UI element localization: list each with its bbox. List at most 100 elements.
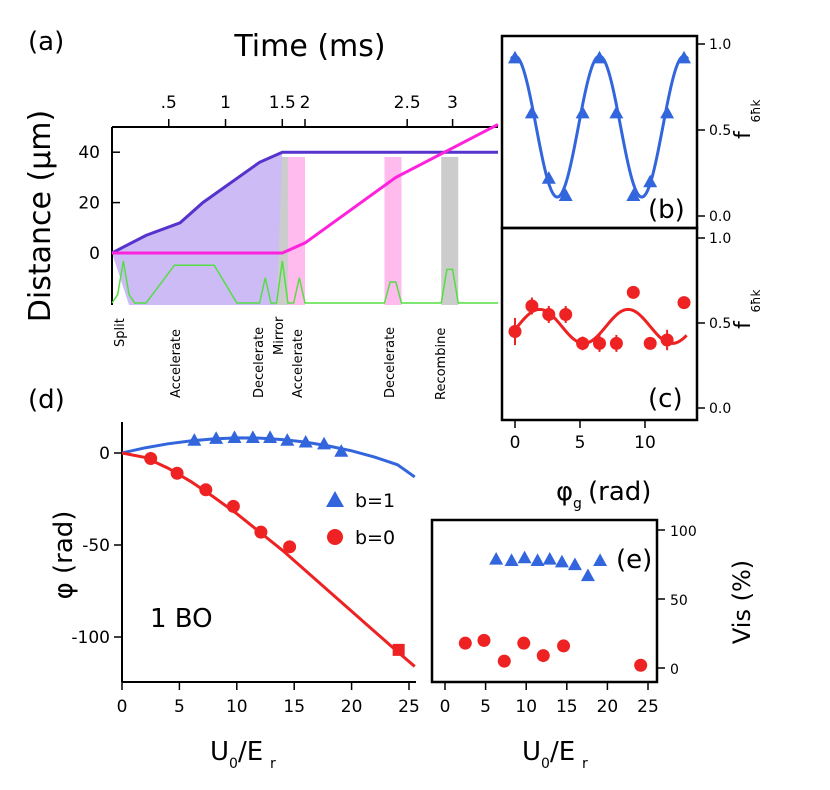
d-y-tick-label-0: 0 [99,444,110,464]
c-point-4 [576,336,590,350]
e-y-tick-label-2: 100 [670,524,697,540]
b-point-5 [592,50,607,64]
c-point-9 [660,333,674,347]
b-point-8 [643,174,658,188]
panel-d-data-points [144,430,405,656]
b-point-2 [541,171,556,184]
phase-label-decelerate: Decelerate [252,327,267,398]
panel-d-b0-fit [121,451,416,668]
b-y-tick-label-0: 0.0 [709,209,731,225]
e-y-tick-label-1: 50 [670,593,688,609]
e-u0er-subr: r [582,756,588,772]
b-point-10 [677,50,691,64]
phase-label-mirror: Mirror [272,316,287,355]
time-tick-label-1: 1 [220,93,231,113]
e-b1-point-1 [504,553,519,566]
panel-b-data-points [508,50,691,201]
e-b0-point-4 [536,649,550,663]
panel-c: 0.0 0.5 1.0 0 5 10 (c) f 6ħk φ g (rad) [500,226,763,512]
accelerate-shaded-area [112,152,283,305]
c-point-5 [593,336,606,350]
c-point-0 [508,325,522,338]
panel-b-fit-curve [509,54,690,199]
panel-b: 0.0 0.5 1.0 (b) f 6ħk [500,34,763,230]
panel-e-x-ticks: 0 5 10 15 20 25 [440,682,659,717]
phase-label-split: Split [113,318,128,347]
panel-b-y-title: f 6ħk [731,99,763,138]
c-y-tick-label-0: 0.0 [709,401,731,417]
b-point-7 [626,188,641,201]
time-tick-label-5: 3 [447,93,458,113]
d-b0-point-3 [226,499,240,513]
distance-axis-ticks: 0 20 40 [78,143,120,264]
panel-c-f-subscript: 6ħk [749,289,763,312]
d-b1-point-4 [263,430,278,443]
panel-e-y-ticks: 0 50 100 [657,524,697,678]
c-point-2 [542,308,556,321]
e-x-tick-label-4: 20 [597,697,619,717]
d-b1-point-1 [209,431,224,444]
e-b1-point-6 [567,557,582,571]
distance-tick-label-2: 40 [78,143,100,163]
legend-circle-marker [327,529,343,545]
c-y-tick-label-2: 1.0 [709,231,731,247]
shaded-region-1 [287,157,305,305]
phase-labels: Split Accelerate Decelerate Mirror Accel… [113,316,449,400]
panel-e-x-title: U 0 /E r [522,737,588,772]
d-x-tick-label-4: 20 [341,697,363,717]
c-x-tick-label-1: 5 [575,433,586,453]
phig-unit: (rad) [588,477,651,507]
c-point-6 [609,336,623,350]
time-axis-title: Time (ms) [233,29,385,64]
u0er-slash-e: /E [238,737,263,767]
d-b0-point-6 [392,643,405,656]
e-b0-point-1 [477,633,491,647]
e-b1-point-0 [489,551,504,565]
legend-triangle-marker [326,491,344,507]
panel-d-x-title: U 0 /E r [210,737,276,772]
e-x-tick-label-3: 15 [556,697,578,717]
panel-d-letter: (d) [28,385,65,415]
panel-e-frame [430,518,659,684]
d-b1-point-6 [298,434,313,448]
e-x-tick-label-1: 5 [480,697,491,717]
panel-b-y-ticks: 0.0 0.5 1.0 [697,37,731,225]
panel-d-b1-fit [121,436,416,479]
d-b1-point-2 [227,430,242,443]
c-point-3 [559,308,573,321]
e-b1-point-3 [530,553,545,566]
d-x-tick-label-1: 5 [174,697,185,717]
time-tick-label-3: 2 [300,93,311,113]
d-y-tick-label-2: -100 [71,628,110,648]
d-b0-point-0 [144,452,158,466]
d-b1-point-0 [187,433,202,446]
phig-subscript: g [573,496,582,512]
d-b1-point-7 [317,436,332,450]
shaded-region-0 [276,157,288,305]
d-x-tick-label-2: 10 [226,697,248,717]
panel-a-letter: (a) [28,27,64,57]
e-b0-point-3 [517,636,531,650]
c-point-10 [677,296,691,310]
upper-arm-trajectory [111,150,498,255]
b-point-3 [558,188,573,201]
panel-e: 0 5 10 15 20 25 0 50 100 (e) Vis (%) U 0 /E r [430,518,756,772]
phase-label-accelerate: Accelerate [169,329,184,398]
panel-d-legend: b=1 b=0 [326,490,395,549]
e-y-tick-label-0: 0 [670,662,679,678]
vis-axis-title: Vis (%) [728,560,756,644]
b-point-6 [609,105,624,119]
e-b1-point-4 [542,551,557,565]
panel-d: (d) 0 5 10 15 20 25 0 -50 -100 φ (rad) 1 BO b=1… [28,385,420,772]
c-point-7 [626,285,640,299]
b-point-4 [575,105,590,119]
e-b0-point-6 [634,658,648,672]
d-b1-point-5 [280,433,295,446]
e-b0-point-2 [497,654,511,668]
shaded-region-2 [384,157,402,305]
panel-d-y-ticks: 0 -50 -100 [71,444,122,648]
d-x-tick-label-5: 25 [398,697,420,717]
distance-axis-title: Distance (µm) [23,110,58,322]
panel-b-f-label: f [731,130,756,139]
